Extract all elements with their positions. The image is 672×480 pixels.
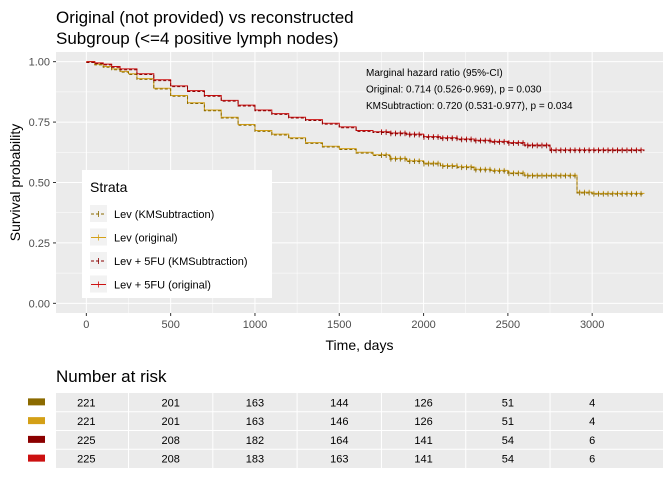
y-axis-title: Survival probability bbox=[7, 124, 23, 242]
risk-row-swatch bbox=[28, 454, 45, 462]
risk-row-swatch bbox=[28, 398, 45, 406]
risk-cell: 225 bbox=[77, 454, 95, 466]
risk-cell: 126 bbox=[414, 397, 432, 409]
legend: Strata Lev (KMSubtraction) Lev (original) L… bbox=[82, 170, 272, 298]
y-tick-label: 0.50 bbox=[29, 178, 50, 190]
risk-cell: 221 bbox=[77, 416, 95, 428]
risk-cell: 51 bbox=[502, 397, 514, 409]
risk-cell: 144 bbox=[330, 397, 348, 409]
series-lev-kmsubtraction- bbox=[86, 61, 645, 197]
x-tick-label: 3000 bbox=[580, 319, 604, 331]
risk-cell: 51 bbox=[502, 416, 514, 428]
legend-entry-label: Lev + 5FU (original) bbox=[114, 280, 211, 292]
annotation-line: Marginal hazard ratio (95%-CI) bbox=[366, 68, 503, 79]
x-tick-label: 2500 bbox=[496, 319, 520, 331]
x-tick-label: 2000 bbox=[411, 319, 435, 331]
risk-cell: 141 bbox=[414, 435, 432, 447]
risk-cell: 4 bbox=[589, 397, 595, 409]
risk-cell: 4 bbox=[589, 416, 595, 428]
risk-cell: 182 bbox=[246, 435, 264, 447]
annotation-line: Original: 0.714 (0.526-0.969), p = 0.030 bbox=[366, 85, 542, 96]
series-lev-5fu-kmsubtraction- bbox=[86, 61, 645, 154]
x-axis-title: Time, days bbox=[326, 337, 394, 353]
risk-cell: 163 bbox=[246, 416, 264, 428]
risk-cell: 54 bbox=[502, 435, 514, 447]
risk-cell: 163 bbox=[330, 454, 348, 466]
risk-cell: 141 bbox=[414, 454, 432, 466]
risk-cell: 6 bbox=[589, 454, 595, 466]
risk-table: 221 201 163 144 126 51 4 221 201 163 146 126 51 4 225 2… bbox=[28, 393, 663, 468]
risk-row-swatch bbox=[28, 435, 45, 443]
chart-title-line-1: Original (not provided) vs reconstructed bbox=[56, 8, 354, 27]
chart-title-line-2: Subgroup (<=4 positive lymph nodes) bbox=[56, 29, 339, 48]
legend-entry-label: Lev (KMSubtraction) bbox=[114, 209, 214, 221]
risk-cell: 54 bbox=[502, 454, 514, 466]
risk-cell: 163 bbox=[246, 397, 264, 409]
hazard-ratio-annotation: Marginal hazard ratio (95%-CI) Original: … bbox=[366, 68, 573, 112]
annotation-line: KMSubtraction: 0.720 (0.531-0.977), p = … bbox=[366, 101, 573, 112]
risk-cell: 221 bbox=[77, 397, 95, 409]
km-curve bbox=[86, 61, 645, 152]
x-tick-label: 500 bbox=[161, 319, 179, 331]
risk-cell: 183 bbox=[246, 454, 264, 466]
chart-title: Original (not provided) vs reconstructed… bbox=[56, 7, 354, 49]
x-tick-label: 1500 bbox=[327, 319, 351, 331]
y-tick-label: 0.25 bbox=[29, 238, 50, 250]
legend-title: Strata bbox=[90, 179, 128, 195]
risk-cell: 164 bbox=[330, 435, 348, 447]
risk-cell: 201 bbox=[161, 416, 179, 428]
risk-cell: 126 bbox=[414, 416, 432, 428]
y-tick-label: 0.75 bbox=[29, 117, 50, 129]
legend-entry-label: Lev + 5FU (KMSubtraction) bbox=[114, 256, 248, 268]
legend-box bbox=[82, 170, 272, 298]
risk-cell: 6 bbox=[589, 435, 595, 447]
risk-cell: 146 bbox=[330, 416, 348, 428]
risk-table-title: Number at risk bbox=[56, 367, 167, 386]
risk-cell: 201 bbox=[161, 397, 179, 409]
risk-cell: 208 bbox=[161, 435, 179, 447]
y-tick-label: 1.00 bbox=[29, 57, 50, 69]
x-tick-label: 0 bbox=[83, 319, 89, 331]
risk-row-swatch bbox=[28, 417, 45, 425]
y-tick-label: 0.00 bbox=[29, 298, 50, 310]
legend-entry-label: Lev (original) bbox=[114, 233, 178, 245]
km-curve bbox=[86, 61, 645, 195]
risk-cell: 208 bbox=[161, 454, 179, 466]
x-tick-label: 1000 bbox=[243, 319, 267, 331]
risk-cell: 225 bbox=[77, 435, 95, 447]
